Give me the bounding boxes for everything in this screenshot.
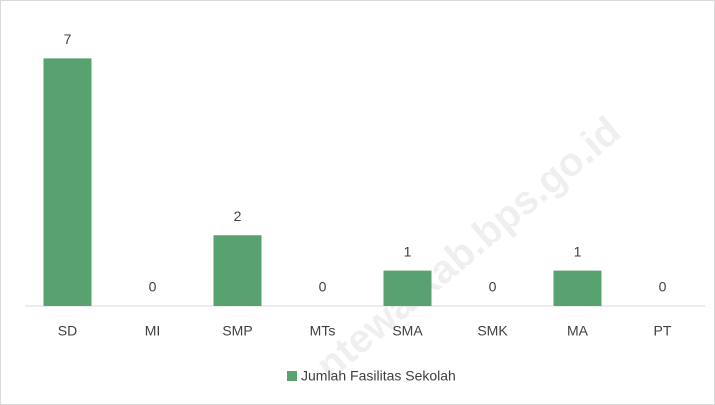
x-tick-label: SD [58,323,77,339]
data-label: 0 [149,279,157,295]
data-label: 1 [574,243,582,259]
x-tick-label: SMK [477,323,508,339]
data-label: 2 [234,208,242,224]
x-tick-label: MA [567,323,589,339]
bar [213,235,262,306]
x-tick-label: SMA [392,323,423,339]
bar [43,58,92,306]
x-tick-label: SMP [222,323,252,339]
data-label: 1 [404,243,412,259]
bar [553,270,602,306]
data-label: 0 [659,279,667,295]
data-label: 0 [489,279,497,295]
x-tick-label: MTs [310,323,336,339]
data-label: 0 [319,279,327,295]
legend-swatch [287,371,297,381]
x-tick-label: PT [654,323,672,339]
bar [383,270,432,306]
legend-label: Jumlah Fasilitas Sekolah [301,368,456,384]
x-tick-label: MI [145,323,161,339]
data-label: 7 [64,31,72,47]
